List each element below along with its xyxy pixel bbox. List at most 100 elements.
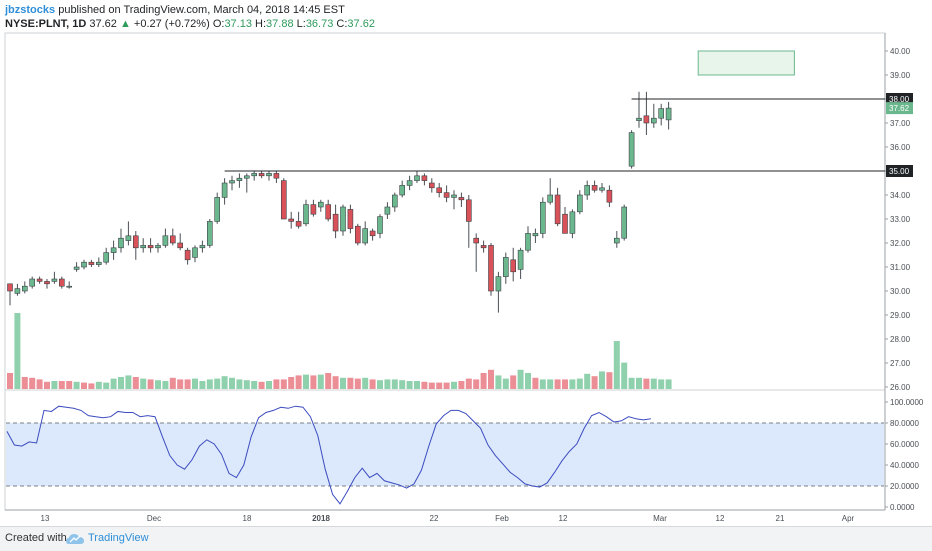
- candle-up: [81, 261, 87, 268]
- candle-down: [258, 173, 265, 177]
- volume-bar: [599, 371, 605, 389]
- volume-bar: [251, 381, 258, 389]
- volume-bar: [303, 374, 309, 389]
- time-tick-label: 22: [430, 514, 439, 523]
- volume-bar: [650, 378, 657, 389]
- volume-bar: [7, 373, 13, 389]
- candle-up: [599, 187, 605, 191]
- candle-up: [532, 233, 539, 237]
- price-tick-label: 30.00: [890, 287, 911, 296]
- overbought-oversold-band: [6, 423, 884, 486]
- volume-bar: [473, 379, 480, 389]
- candle-up: [665, 107, 672, 121]
- candle-down: [510, 259, 517, 273]
- level-price-tag: [886, 93, 913, 105]
- candle-up: [118, 237, 124, 249]
- level-price-tag: [886, 165, 913, 177]
- volume-bar: [162, 381, 169, 389]
- volume-bar: [428, 382, 435, 389]
- candles[interactable]: [7, 91, 672, 313]
- candle-up: [502, 257, 509, 277]
- candle-down: [295, 221, 302, 227]
- candle-up: [384, 206, 391, 215]
- candle-down: [554, 194, 561, 225]
- candle-down: [332, 213, 339, 232]
- volume-bar: [399, 380, 406, 389]
- candle-up: [340, 206, 346, 232]
- volume-bar: [103, 382, 110, 389]
- candle-up: [414, 175, 420, 181]
- volume-bar: [443, 382, 450, 389]
- price-tick-label: 34.00: [890, 191, 911, 200]
- price-pane-border: [4, 32, 886, 391]
- last-price-tag: [886, 102, 913, 115]
- volume-bar: [621, 362, 628, 389]
- candle-up: [21, 285, 28, 292]
- price-chart[interactable]: 40.00 39.00 38.00 37.00 36.00 35.00 34.00 33.00…: [0, 0, 932, 526]
- candle-down: [562, 213, 568, 234]
- volume-bar: [229, 377, 235, 389]
- volume-bar: [243, 380, 250, 389]
- volume-bar: [606, 372, 613, 389]
- horizontal-levels[interactable]: [224, 50, 885, 172]
- tradingview-brand[interactable]: TradingView: [88, 532, 149, 544]
- volume-bar: [569, 379, 576, 389]
- volume-bar: [44, 381, 50, 389]
- candle-down: [436, 187, 443, 193]
- volume-bar: [354, 378, 361, 389]
- price-tag-label: 37.62: [889, 104, 910, 113]
- time-tick-label: Mar: [653, 514, 667, 523]
- volume-bar: [488, 369, 494, 389]
- stoch-tick-label: 60.0000: [890, 440, 919, 449]
- candle-down: [458, 197, 465, 201]
- time-tick-label: 12: [716, 514, 725, 523]
- candle-up: [207, 221, 213, 246]
- candle-up: [584, 185, 591, 196]
- candle-down: [7, 283, 13, 292]
- change-value: +0.27 (+0.72%): [133, 18, 210, 30]
- volume-bar: [458, 381, 465, 389]
- volume-bar: [539, 379, 546, 389]
- candle-up: [362, 228, 369, 244]
- candle-up: [229, 180, 235, 184]
- candle-down: [421, 175, 428, 181]
- time-tick-label: Apr: [842, 514, 855, 523]
- candle-up: [103, 252, 109, 263]
- candle-down: [280, 180, 287, 220]
- candle-down: [473, 237, 480, 244]
- time-tick-label: 12: [559, 514, 568, 523]
- tradingview-cloud-icon: [66, 534, 84, 544]
- time-tick-label: 18: [243, 514, 252, 523]
- candle-up: [547, 194, 554, 203]
- created-with-text: Created with: [5, 532, 67, 544]
- candle-down: [273, 173, 280, 179]
- high-value: 37.88: [266, 18, 294, 30]
- close-label: C:: [336, 18, 348, 30]
- time-tick-label: 21: [776, 514, 785, 523]
- stoch-tick-label: 0.0000: [890, 503, 915, 512]
- candle-up: [96, 261, 102, 265]
- author-name[interactable]: jbzstocks: [5, 4, 56, 16]
- candle-up: [377, 216, 383, 234]
- volume-bar: [340, 377, 346, 389]
- stoch-tick-label: 80.0000: [890, 419, 919, 428]
- volume-bar: [266, 381, 272, 389]
- candle-up: [636, 117, 642, 121]
- candle-down: [88, 261, 95, 265]
- volume-bar: [88, 383, 95, 389]
- candle-down: [465, 199, 472, 222]
- candle-up: [621, 206, 628, 239]
- volume-bar: [636, 377, 642, 389]
- candle-down: [369, 230, 376, 237]
- candle-down: [480, 245, 487, 249]
- volume-bar: [436, 382, 443, 389]
- open-label: O:: [212, 18, 225, 30]
- candle-up: [214, 197, 220, 222]
- volume-bar: [547, 379, 554, 389]
- volume-bar: [525, 373, 531, 389]
- volume-bar: [369, 379, 376, 389]
- volume-bar: [206, 379, 213, 389]
- volume-bar: [495, 375, 502, 389]
- price-tick-label: 40.00: [890, 47, 911, 56]
- candle-down: [288, 218, 295, 222]
